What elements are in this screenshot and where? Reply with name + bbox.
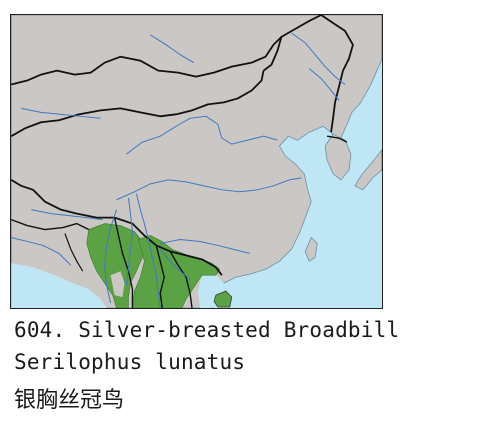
mongolia-east-border <box>11 70 265 137</box>
amur-river <box>291 32 346 85</box>
south-asia-border <box>11 218 90 231</box>
yangtze-river <box>116 177 302 201</box>
species-number-and-english-name: 604. Silver-breasted Broadbill <box>14 318 400 342</box>
species-range-east <box>132 235 221 308</box>
laos-vietnam-border <box>155 245 165 308</box>
red-river <box>159 249 191 280</box>
irrawaddy-river <box>104 209 118 304</box>
japan-island <box>354 149 382 191</box>
manchuria-border <box>320 15 354 133</box>
songhua-river <box>308 68 340 101</box>
manchuria-west-border <box>263 36 283 72</box>
salween-river <box>125 197 133 286</box>
range-map <box>10 14 383 309</box>
bay-of-bengal <box>11 263 107 308</box>
mongolia-border <box>11 15 322 86</box>
species-range-west <box>86 223 143 308</box>
species-chinese-name: 银胸丝冠鸟 <box>14 388 125 413</box>
rivers <box>11 32 346 308</box>
korea-border <box>326 135 348 143</box>
brahmaputra-river <box>31 209 103 221</box>
gulf-of-tonkin <box>197 275 224 308</box>
range-map-svg <box>11 15 382 308</box>
yellow-river <box>126 115 278 155</box>
selenga-river <box>150 34 195 64</box>
mekong-river <box>135 193 161 308</box>
range-gap <box>110 271 125 298</box>
taiwan-island <box>304 236 318 262</box>
myanmar-border <box>113 217 134 308</box>
species-scientific-name: Serilophus lunatus <box>14 350 246 374</box>
bangladesh-border <box>64 233 84 272</box>
korea-peninsula <box>324 133 352 181</box>
ganges-river <box>11 236 72 266</box>
hainan-island <box>213 290 233 308</box>
pearl-river <box>160 238 250 254</box>
tarim-river <box>21 107 101 119</box>
china-border <box>11 179 223 276</box>
indochina-border <box>169 251 193 308</box>
